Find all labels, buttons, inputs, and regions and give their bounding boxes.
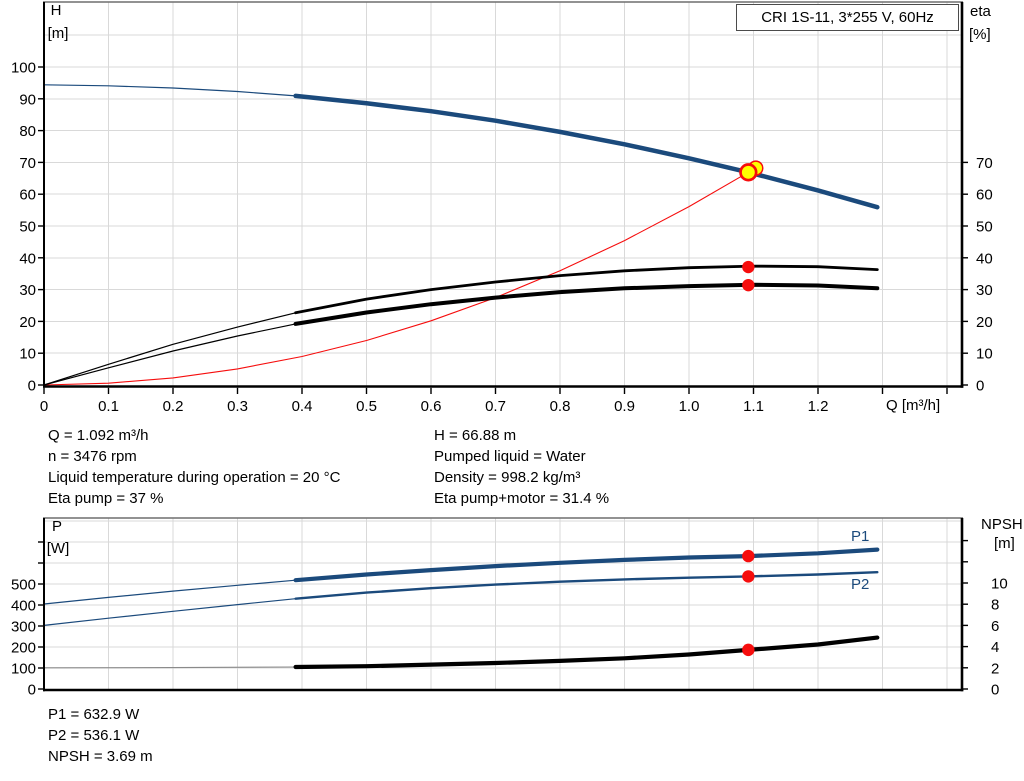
p2-curve-label: P2 xyxy=(851,576,870,593)
q-axis-title: Q [m³/h] xyxy=(886,397,941,414)
p2-dot xyxy=(742,570,755,583)
info-eta-pump: Eta pump = 37 % xyxy=(48,490,164,507)
tick-label-x: 1.2 xyxy=(808,398,829,415)
info-temperature: Liquid temperature during operation = 20… xyxy=(48,469,341,486)
tick-label-right: 40 xyxy=(976,250,993,267)
info-pumped-liquid: Pumped liquid = Water xyxy=(434,448,586,465)
info-eta-pump-motor: Eta pump+motor = 31.4 % xyxy=(434,490,610,507)
tick-label-left: 90 xyxy=(19,91,36,108)
tick-label-x: 0.7 xyxy=(485,398,506,415)
tick-label-left: 300 xyxy=(11,619,36,636)
tick-label-right: 30 xyxy=(976,282,993,299)
tick-label-right: 8 xyxy=(991,597,999,614)
tick-label-right: 70 xyxy=(976,155,993,172)
tick-label-right: 6 xyxy=(991,618,999,635)
curve-eta-pump-thin xyxy=(43,312,297,386)
duty-point[interactable] xyxy=(739,163,758,182)
tick-label-x: 0.8 xyxy=(550,398,571,415)
p-axis-title: P xyxy=(51,518,62,535)
tick-label-left: 50 xyxy=(19,219,36,236)
tick-label-left: 0 xyxy=(28,682,36,699)
chart-title-box: CRI 1S-11, 3*255 V, 60Hz xyxy=(736,4,959,31)
npsh-dot xyxy=(742,643,755,657)
tick-label-right: 50 xyxy=(976,219,993,236)
npsh-axis-unit: [m] xyxy=(994,535,1015,552)
curve-head-curve-thin xyxy=(43,84,297,97)
curve-p2-curve-thin xyxy=(43,598,297,627)
tick-label-x: 0.6 xyxy=(421,398,442,415)
info-p2: P2 = 536.1 W xyxy=(48,727,140,744)
info-density: Density = 998.2 kg/m³ xyxy=(434,469,581,486)
info-p1: P1 = 632.9 W xyxy=(48,706,140,723)
tick-label-left: 10 xyxy=(19,346,36,363)
curve-eta-pump-motor xyxy=(293,282,880,326)
tick-label-left: 200 xyxy=(11,640,36,657)
tick-label-x: 1.1 xyxy=(743,398,764,415)
npsh-axis-title: NPSH xyxy=(981,516,1023,533)
tick-label-right: 0 xyxy=(976,378,984,395)
tick-label-right: 20 xyxy=(976,314,993,331)
tick-label-right: 4 xyxy=(991,639,999,656)
curve-eta-pump xyxy=(294,264,879,315)
info-flow: Q = 1.092 m³/h xyxy=(48,427,149,444)
tick-label-left: 500 xyxy=(11,577,36,594)
eta-axis-unit: [%] xyxy=(969,26,991,43)
tick-label-left: 0 xyxy=(28,378,36,395)
info-npsh: NPSH = 3.69 m xyxy=(48,748,153,765)
tick-label-left: 40 xyxy=(19,250,36,267)
tick-label-x: 0.2 xyxy=(163,398,184,415)
curve-p2-curve xyxy=(294,571,879,600)
tick-label-left: 60 xyxy=(19,187,36,204)
tick-label-left: 70 xyxy=(19,155,36,172)
tick-label-x: 1.0 xyxy=(679,398,700,415)
h-axis-title: H xyxy=(50,2,62,19)
tick-label-right: 0 xyxy=(991,682,999,699)
tick-label-x: 0.1 xyxy=(98,398,119,415)
eta-pump-dot xyxy=(742,260,755,274)
tick-label-left: 100 xyxy=(11,60,36,77)
curve-system-curve xyxy=(43,171,749,386)
p1-dot xyxy=(742,549,755,563)
tick-label-right: 2 xyxy=(991,660,999,677)
tick-label-right: 60 xyxy=(976,187,993,204)
curve-npsh-curve xyxy=(293,635,880,670)
p1-curve-label: P1 xyxy=(851,528,870,545)
tick-label-x: 0.3 xyxy=(227,398,248,415)
eta-axis-title: eta xyxy=(970,3,991,20)
tick-label-right: 10 xyxy=(991,576,1008,593)
tick-label-x: 0.4 xyxy=(292,398,313,415)
tick-label-left: 80 xyxy=(19,123,36,140)
tick-label-left: 30 xyxy=(19,282,36,299)
tick-label-x: 0.5 xyxy=(356,398,377,415)
info-speed: n = 3476 rpm xyxy=(48,448,137,465)
tick-label-left: 20 xyxy=(19,314,36,331)
curve-p1-curve xyxy=(293,547,880,583)
curve-p1-curve-thin xyxy=(43,579,297,605)
info-head: H = 66.88 m xyxy=(434,427,517,444)
p-axis-unit: [W] xyxy=(46,540,70,557)
curve-eta-pump-motor-thin xyxy=(43,323,297,386)
curve-head-curve xyxy=(293,93,880,210)
tick-label-right: 10 xyxy=(976,346,993,363)
tick-label-x: 0.9 xyxy=(614,398,635,415)
eta-pump-motor-dot xyxy=(742,278,755,292)
h-axis-unit: [m] xyxy=(47,25,69,42)
tick-label-left: 100 xyxy=(11,661,36,678)
tick-label-left: 400 xyxy=(11,598,36,615)
tick-label-x: 0 xyxy=(40,398,48,415)
